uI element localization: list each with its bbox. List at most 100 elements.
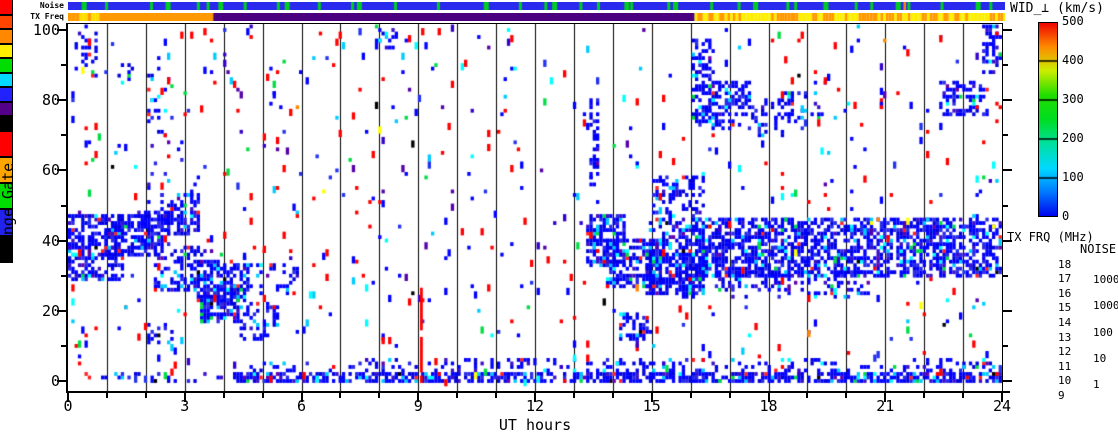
y-major-tick — [57, 309, 66, 312]
x-minor-tick — [806, 393, 809, 398]
x-minor-tick — [495, 393, 498, 398]
x-minor-tick — [923, 393, 926, 398]
x-major-tick — [534, 393, 536, 402]
x-minor-tick — [144, 393, 147, 398]
wid-colorbar-tick-label: 300 — [1062, 92, 1084, 106]
x-minor-tick — [572, 393, 575, 398]
y-axis-title: Range Gate — [0, 162, 17, 254]
right-axis-line — [1002, 24, 1003, 392]
x-minor-tick — [261, 393, 264, 398]
y-minor-tick-right — [1003, 204, 1008, 207]
txfreq-strip-label: TX Freq — [30, 12, 64, 21]
top-axis-line — [67, 23, 1003, 24]
txfrq-colorbar-label: 18 — [1058, 257, 1072, 271]
x-major-tick — [183, 393, 186, 402]
y-major-tick-right — [1003, 169, 1012, 172]
y-major-tick-right — [1003, 309, 1012, 312]
noise-colorbar-block — [0, 129, 13, 159]
x-minor-tick — [611, 393, 614, 398]
x-minor-tick — [845, 393, 848, 398]
y-major-tick-right — [1003, 29, 1012, 31]
y-tick-label: 80 — [41, 91, 60, 110]
txfrq-colorbar-label: 15 — [1058, 301, 1072, 315]
txfrq-colorbar-label: 9 — [1058, 388, 1065, 402]
y-major-tick — [57, 239, 66, 242]
noise-colorbar-label: 100 — [1093, 325, 1113, 339]
y-minor-tick — [61, 134, 66, 137]
y-minor-tick — [61, 204, 66, 207]
txfrq-colorbar-label: 13 — [1058, 330, 1072, 344]
txfrq-colorbar-block — [0, 115, 13, 132]
x-axis-line — [66, 391, 1010, 393]
wid-colorbar — [1038, 22, 1058, 217]
txfrq-colorbar-title: TX FRQ (MHz) — [1007, 230, 1094, 244]
x-minor-tick — [105, 393, 108, 398]
wid-colorbar-tick-label: 100 — [1062, 170, 1084, 184]
y-major-tick — [57, 380, 66, 382]
wid-colorbar-title: WID_⊥ (km/s) — [1010, 1, 1104, 16]
wid-colorbar-tick-label: 0 — [1062, 209, 1070, 223]
txfrq-colorbar-label: 14 — [1058, 316, 1072, 329]
x-axis-title: UT hours — [498, 416, 572, 434]
txfrq-colorbar-label: 12 — [1058, 345, 1072, 359]
x-minor-tick — [962, 393, 965, 398]
noise-colorbar-label: 10 — [1093, 351, 1107, 365]
noise-strip — [68, 2, 1005, 10]
x-minor-tick — [728, 393, 731, 398]
txfrq-colorbar-label: 11 — [1058, 359, 1072, 373]
y-major-tick-right — [1003, 380, 1012, 382]
x-tick-label: 15 — [642, 397, 661, 415]
y-axis-line — [66, 23, 68, 393]
wid-colorbar-tick-label: 500 — [1062, 14, 1084, 28]
x-minor-tick — [339, 393, 342, 398]
noise-strip-label: Noise — [39, 1, 64, 10]
noise-colorbar-label: 1 — [1093, 378, 1100, 391]
y-minor-tick — [61, 274, 66, 277]
wid-colorbar-tick-label: 200 — [1062, 131, 1084, 145]
txfrq-colorbar-block — [0, 42, 13, 60]
wid-colorbar-border — [1038, 22, 1058, 217]
x-tick-label: 0 — [63, 397, 73, 415]
txfrq-colorbar-label: 16 — [1058, 286, 1072, 300]
txfrq-colorbar-block — [0, 13, 13, 31]
y-minor-tick-right — [1003, 64, 1008, 67]
range-gate-time-heatmap — [68, 24, 1002, 392]
y-tick-label: 40 — [41, 231, 60, 250]
x-tick-label: 18 — [759, 397, 778, 415]
y-minor-tick — [61, 64, 66, 67]
txfrq-colorbar-block — [0, 86, 13, 103]
y-minor-tick-right — [1003, 134, 1008, 137]
y-major-tick — [57, 169, 66, 172]
y-minor-tick-right — [1003, 274, 1008, 277]
y-major-tick — [57, 29, 66, 31]
y-minor-tick-right — [1003, 344, 1008, 347]
x-tick-label: 24 — [992, 397, 1012, 415]
noise-colorbar-block — [0, 234, 13, 263]
x-major-tick — [650, 393, 653, 402]
txfrq-colorbar-block — [0, 71, 13, 89]
noise-colorbar-label: 10000 — [1093, 273, 1118, 287]
x-major-tick — [300, 393, 303, 402]
txfrq-colorbar-block — [0, 0, 13, 16]
txfrq-colorbar-label: 17 — [1058, 272, 1072, 286]
x-minor-tick — [456, 393, 459, 398]
y-major-tick-right — [1003, 99, 1012, 102]
x-tick-label: 3 — [180, 397, 190, 415]
y-tick-label: 100 — [32, 21, 60, 39]
x-minor-tick — [378, 393, 381, 398]
y-major-tick — [57, 99, 66, 102]
txfrq-colorbar-block — [0, 28, 13, 45]
x-major-tick — [67, 393, 69, 402]
x-minor-tick — [689, 393, 692, 398]
wid-colorbar-tick-label: 400 — [1062, 53, 1084, 67]
noise-colorbar-block — [0, 156, 13, 185]
x-tick-label: 6 — [296, 397, 307, 415]
noise-colorbar-block — [0, 208, 13, 237]
x-tick-label: 9 — [413, 397, 423, 415]
x-tick-label: 21 — [876, 397, 895, 415]
x-minor-tick — [222, 393, 225, 398]
txfreq-strip — [68, 13, 1005, 21]
noise-colorbar-title: NOISE — [1080, 242, 1117, 256]
noise-colorbar-label: 1000 — [1093, 299, 1118, 313]
x-tick-label: 12 — [525, 397, 545, 415]
